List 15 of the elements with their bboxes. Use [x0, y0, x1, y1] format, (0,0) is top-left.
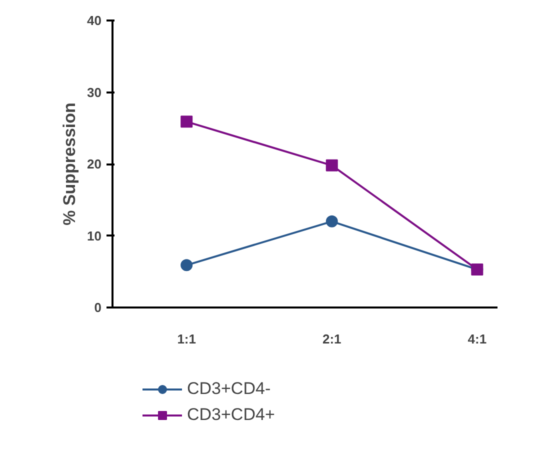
legend-label: CD3+CD4+: [187, 405, 275, 425]
x-tick-label: 2:1: [322, 332, 342, 346]
y-tick-label: 40: [87, 13, 102, 28]
y-tick-label: 10: [87, 228, 102, 244]
y-tick-label: 30: [87, 84, 102, 100]
y-tick-label: 20: [87, 156, 102, 172]
point: [180, 116, 193, 128]
point: [180, 259, 193, 272]
y-tick-label: 0: [94, 300, 102, 315]
point: [326, 159, 338, 172]
x-tick-label: 4:1: [468, 332, 487, 346]
y-axis-title: % Suppression: [60, 102, 80, 226]
x-tick-label: 1:1: [177, 332, 196, 346]
legend-label: CD3+CD4-: [187, 379, 271, 399]
point: [326, 215, 338, 228]
